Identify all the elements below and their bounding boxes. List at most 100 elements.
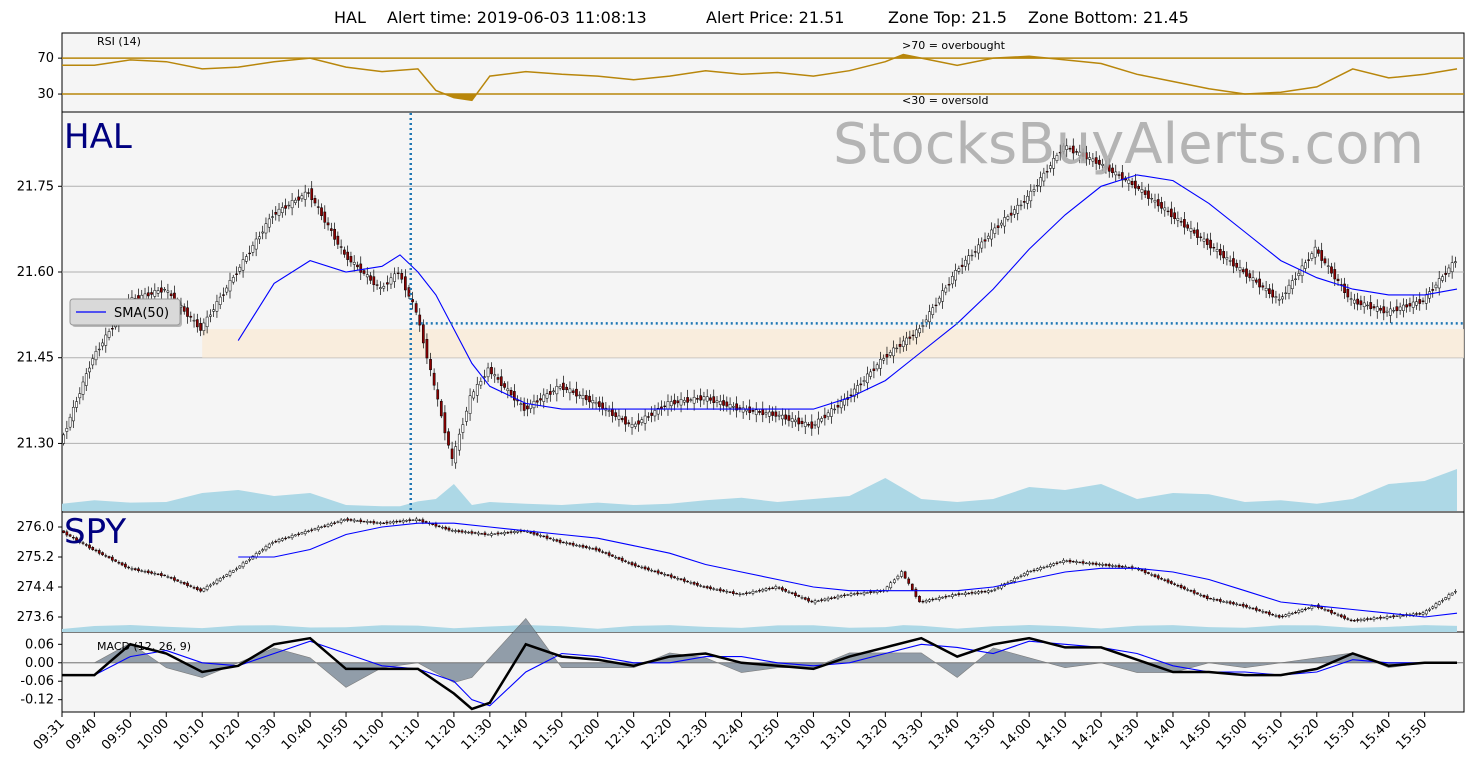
spy-candle-body (692, 582, 696, 585)
spy-candle-body (1150, 574, 1154, 576)
spy-candle-body (993, 589, 997, 591)
hal-candle-body (284, 205, 287, 209)
hal-candle-body (1111, 167, 1114, 174)
hal-candle-body (1065, 145, 1069, 150)
sma-legend: SMA(50) (69, 298, 182, 327)
hal-candle-body (307, 192, 310, 194)
spy-candle-body (120, 562, 124, 566)
x-tick-label: 12:20 (638, 716, 675, 753)
hal-candle-body (1323, 258, 1327, 264)
rsi-line (62, 53, 1458, 102)
spy-candle-body (611, 554, 614, 557)
spy-candle-body (84, 544, 88, 546)
spy-chart: 276.0 275.2 274.4 273.6 (17, 516, 1458, 632)
hal-candle-body (813, 424, 817, 426)
spy-candle-body (1431, 606, 1435, 609)
hal-candle-body (339, 246, 343, 248)
spy-candle-body (238, 565, 242, 569)
spy-candle-body (1437, 601, 1441, 605)
hal-candle-body (1094, 157, 1098, 164)
spy-candle-body (169, 577, 173, 579)
hal-candle-body (591, 400, 595, 404)
hal-candle-body (597, 401, 601, 407)
spy-candle-body (1029, 570, 1033, 573)
hal-candle-body (163, 288, 166, 291)
spy-candle-body (640, 566, 644, 569)
hal-candle-body (967, 255, 971, 265)
hal-candle-body (653, 410, 657, 417)
hal-candle-body (715, 400, 719, 403)
hal-candle-body (218, 296, 222, 305)
hal-candle-body (1398, 306, 1402, 311)
hal-candle-body (898, 344, 902, 347)
rsi-overbought-note: >70 = overbought (902, 39, 1006, 52)
spy-candle-body (1411, 613, 1415, 616)
hal-candle-body (254, 238, 258, 250)
spy-candle-body (71, 536, 75, 539)
spy-candle-body (931, 598, 935, 601)
hal-candle-body (986, 235, 990, 239)
hal-candle-body (1346, 289, 1350, 298)
hal-candle-body (346, 251, 350, 260)
spy-candle-body (686, 580, 689, 583)
spy-candle-body (343, 519, 346, 521)
spy-candle-body (924, 600, 928, 603)
hal-candle-body (439, 400, 443, 417)
spy-candle-body (607, 552, 611, 556)
spy-candle-body (176, 579, 180, 582)
hal-candle-body (280, 207, 284, 213)
x-tick-label: 10:10 (171, 716, 208, 753)
hal-candle-body (1238, 267, 1242, 271)
spy-candle-body (800, 597, 804, 599)
hal-candle-body (565, 386, 569, 391)
spy-candle-body (1382, 617, 1386, 619)
spy-candle-body (362, 520, 366, 523)
spy-candle-body (689, 582, 693, 584)
spy-candle-body (218, 577, 222, 582)
spy-candle-body (411, 519, 415, 521)
spy-candle-body (457, 530, 461, 533)
spy-candle-body (447, 527, 451, 531)
hal-candle-body (261, 231, 265, 234)
hal-candle-body (934, 304, 938, 307)
hal-candle-body (1166, 210, 1170, 213)
hal-candle-body (732, 406, 735, 408)
hal-candle-body (901, 340, 905, 347)
hal-candle-body (548, 391, 552, 395)
spy-ytick-label: 274.4 (17, 580, 54, 595)
hal-candle-body (594, 401, 598, 405)
spy-candle-body (1088, 562, 1091, 565)
spy-candle-body (421, 519, 425, 523)
hal-candle-body (418, 314, 422, 326)
hal-candle-body (820, 418, 823, 422)
hal-candle-body (506, 388, 510, 391)
spy-candle-body (424, 521, 428, 523)
spy-candle-body (548, 537, 552, 540)
spy-candle-body (973, 591, 977, 594)
spy-candle-body (506, 532, 510, 534)
spy-candle-body (575, 544, 578, 547)
hal-candle-body (977, 244, 980, 254)
spy-candle-body (614, 556, 618, 559)
spy-candle-body (597, 548, 601, 552)
x-tick-label: 11:10 (387, 716, 424, 753)
spy-candle-body (300, 532, 304, 535)
hal-candle-body (1317, 249, 1320, 254)
hal-candle-body (503, 383, 506, 388)
hal-candle-body (182, 306, 186, 312)
spy-candle-body (1085, 562, 1088, 565)
spy-candle-body (143, 570, 147, 573)
hal-candle-body (764, 412, 768, 415)
spy-candle-body (1183, 586, 1186, 590)
spy-candle-body (137, 568, 140, 572)
hal-candle-body (486, 367, 490, 378)
hal-candle-body (689, 399, 693, 401)
spy-candle-body (339, 519, 343, 523)
hal-candle-body (1140, 189, 1144, 193)
hal-candle-body (810, 421, 814, 429)
hal-candle-body (915, 329, 918, 338)
x-tick-label: 13:20 (854, 716, 891, 753)
hal-candle-body (964, 259, 967, 267)
spy-candle-body (983, 591, 987, 593)
hal-candle-body (947, 284, 951, 286)
